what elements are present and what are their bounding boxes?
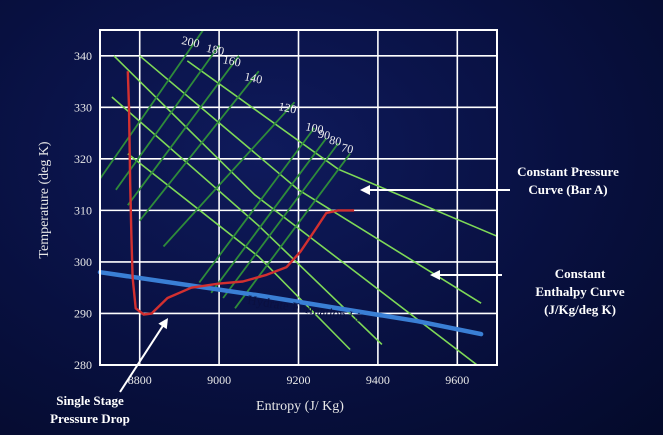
x-tick-label: 8800 [128,373,152,387]
constant-pressure-curve-180 [115,44,220,191]
annotation-arrow-head [158,318,168,330]
pressure-label-200: 200 [180,33,201,50]
hydrate-line [97,269,484,337]
constant-enthalpy-curve [113,55,478,365]
constant-pressure-curves [100,30,351,309]
y-tick-label: 300 [74,255,92,269]
process-curve [126,71,355,316]
y-tick-label: 330 [74,100,92,114]
annotation-arrow-head [360,185,370,195]
annotation-constant-enthalpy-line: Enthalpy Curve [535,284,624,299]
pressure-label-80: 80 [328,133,343,149]
x-axis-title: Entropy (J/ Kg) [256,399,344,414]
annotation-single-stage-line: Pressure Drop [50,411,130,426]
pressure-label-160: 160 [222,52,243,69]
constant-pressure-curve-80 [222,142,339,299]
annotation-constant-pressure-line: Constant Pressure [517,164,619,179]
x-tick-label: 9200 [287,373,311,387]
annotation-arrow-shaft [119,324,165,393]
annotation-arrow-head [430,270,440,280]
constant-pressure-curve-70 [234,153,351,309]
y-tick-label: 290 [74,306,92,320]
process-curve-line [126,71,355,316]
y-tick-label: 340 [74,49,92,63]
constant-enthalpy-curve [127,153,351,351]
constant-enthalpy-curve [139,55,482,304]
annotation-single-stage-line: Single Stage [56,393,124,408]
constant-pressure-curve-140 [138,70,260,222]
constant-pressure-curve-160 [127,55,240,206]
annotation-constant-pressure-line: Curve (Bar A) [528,182,607,197]
pressure-label-120: 120 [277,99,298,116]
y-axis-title: Temperature (deg K) [37,141,52,259]
pressure-label-70: 70 [340,140,355,156]
plot-frame [99,29,498,366]
pressure-label-180: 180 [205,41,226,58]
x-tick-label: 9600 [445,373,469,387]
constant-enthalpy-curve [111,96,383,345]
y-tick-label: 310 [74,203,92,217]
x-tick-label: 9000 [207,373,231,387]
plot-border [99,29,498,366]
hydrate-line-label: Hydrate Formation Line [246,292,373,327]
tick-labels: 8800 9000 9200 9400 9600 280 290 300 310 320 330 34… [74,49,469,387]
constant-pressure-curve-100 [198,127,316,284]
constant-pressure-curve-120 [162,101,296,248]
constant-pressure-curve-90 [210,137,328,294]
constant-pressure-curve-200 [100,30,204,181]
pressure-label-100: 100 [304,119,325,136]
y-tick-label: 280 [74,358,92,372]
pressure-label-140: 140 [243,69,264,86]
annotation-constant-enthalpy-line: (J/Kg/deg K) [544,302,616,317]
annotations: Constant Pressure Curve (Bar A) Constant En… [50,164,625,426]
x-tick-label: 9400 [366,373,390,387]
annotation-constant-enthalpy-line: Constant [555,266,606,281]
y-tick-label: 320 [74,152,92,166]
pressure-label-90: 90 [317,126,332,142]
